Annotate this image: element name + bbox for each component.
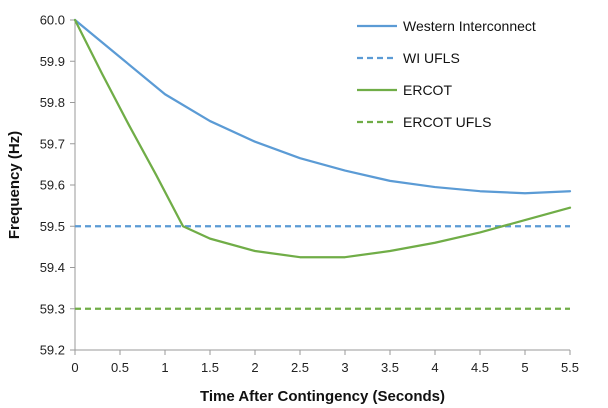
series-lines	[73, 18, 572, 310]
x-tick-label: 5	[521, 360, 528, 375]
legend-label-ercot-ufls: ERCOT UFLS	[403, 114, 491, 130]
x-axis-title: Time After Contingency (Seconds)	[200, 388, 445, 405]
x-tick-label: 2	[251, 360, 258, 375]
x-tick-label: 4.5	[471, 360, 489, 375]
y-tick-label: 60.0	[40, 13, 65, 28]
y-tick-label: 59.3	[40, 301, 65, 316]
x-tick-label: 3	[341, 360, 348, 375]
axes: 59.2 59.3 59.4 59.5 59.6 59.7 59.8 59.9 60.0 0 0.5…	[40, 13, 579, 376]
y-tick-label: 59.9	[40, 54, 65, 69]
y-axis-title: Frequency (Hz)	[6, 131, 23, 239]
legend-label-ercot: ERCOT	[403, 82, 452, 98]
legend: Western Interconnect WI UFLS ERCOT ERCOT UF…	[357, 18, 536, 130]
y-tick-label: 59.2	[40, 343, 65, 358]
y-tick-label: 59.4	[40, 260, 65, 275]
y-tick-label: 59.7	[40, 136, 65, 151]
x-tick-label: 4	[431, 360, 438, 375]
y-tick-label: 59.6	[40, 178, 65, 193]
y-tick-label: 59.5	[40, 219, 65, 234]
x-tick-label: 1.5	[201, 360, 219, 375]
x-tick-label: 2.5	[291, 360, 309, 375]
legend-label-western-interconnect: Western Interconnect	[403, 18, 536, 34]
x-tick-label: 3.5	[381, 360, 399, 375]
x-tick-label: 0	[71, 360, 78, 375]
y-tick-label: 59.8	[40, 95, 65, 110]
x-tick-label: 5.5	[561, 360, 579, 375]
series-line-western-interconnect	[73, 18, 572, 195]
x-tick-label: 1	[161, 360, 168, 375]
series-line-ercot	[73, 18, 572, 259]
x-tick-label: 0.5	[111, 360, 129, 375]
legend-label-wi-ufls: WI UFLS	[403, 50, 460, 66]
